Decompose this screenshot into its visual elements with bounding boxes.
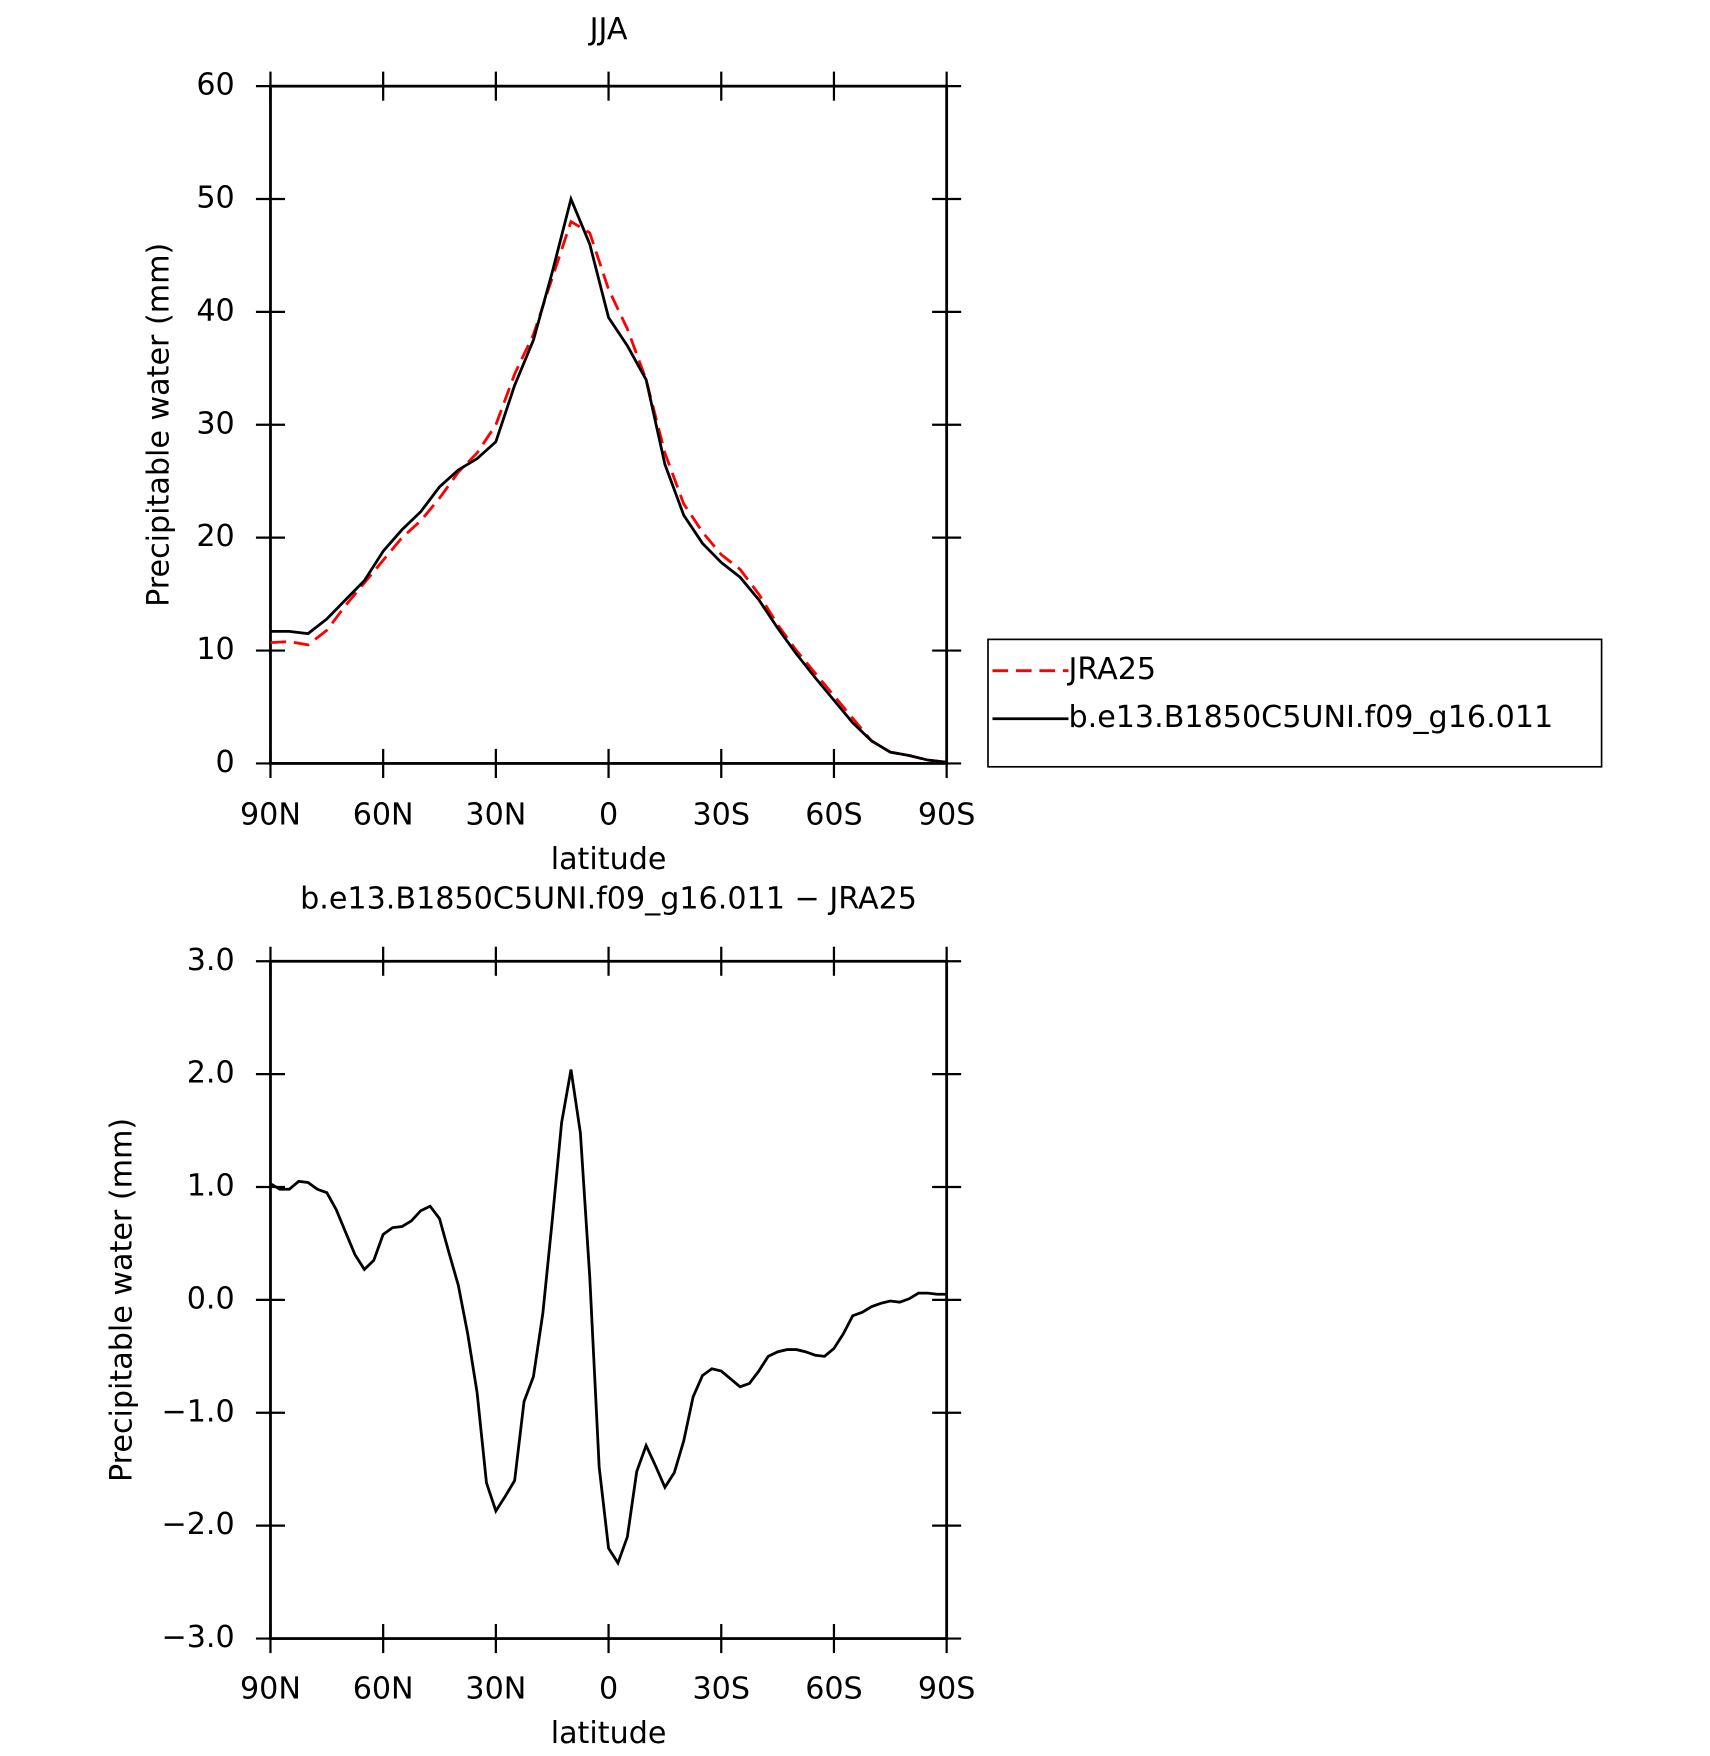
x-tick-label: 90S <box>918 797 976 832</box>
data-line <box>270 219 947 764</box>
y-tick-label: 0.0 <box>187 1281 235 1316</box>
x-tick-label: 60N <box>353 1671 414 1706</box>
chart-title: JJA <box>588 12 628 47</box>
data-line <box>269 1069 947 1567</box>
y-tick-label: 50 <box>196 181 234 216</box>
x-tick-label: 90N <box>240 797 301 832</box>
y-tick-label: 0 <box>216 745 235 780</box>
chart-title: b.e13.B1850C5UNI.f09_g16.011 − JRA25 <box>300 881 917 916</box>
x-tick-label: 0 <box>599 1671 618 1706</box>
y-tick-label: 60 <box>196 68 234 103</box>
x-tick-label: 30S <box>692 1671 750 1706</box>
y-axis-label: Precipitable water (mm) <box>141 243 176 607</box>
x-tick-label: 60N <box>353 797 414 832</box>
x-axis-label: latitude <box>551 842 667 877</box>
legend-box <box>987 638 1603 768</box>
x-tick-label: 30S <box>692 797 750 832</box>
y-tick-label: 1.0 <box>187 1169 235 1204</box>
data-line <box>270 194 947 764</box>
x-tick-label: 60S <box>805 1671 863 1706</box>
plot-frame <box>269 959 949 1640</box>
x-tick-label: 30N <box>465 797 526 832</box>
x-tick-label: 60S <box>805 797 863 832</box>
y-tick-label: −2.0 <box>161 1507 234 1542</box>
y-axis-label: Precipitable water (mm) <box>104 1118 139 1482</box>
x-tick-label: 90N <box>240 1671 301 1706</box>
x-axis-label: latitude <box>551 1716 667 1751</box>
y-tick-label: 3.0 <box>187 943 235 978</box>
y-tick-label: −3.0 <box>161 1620 234 1655</box>
x-tick-label: 30N <box>465 1671 526 1706</box>
y-tick-label: 40 <box>196 293 234 328</box>
legend-label: b.e13.B1850C5UNI.f09_g16.011 <box>1068 700 1553 735</box>
y-tick-label: 2.0 <box>187 1056 235 1091</box>
y-tick-label: 20 <box>196 519 234 554</box>
x-tick-label: 90S <box>918 1671 976 1706</box>
legend-label: JRA25 <box>1066 652 1156 687</box>
x-tick-label: 0 <box>599 797 618 832</box>
y-tick-label: −1.0 <box>161 1394 234 1429</box>
y-tick-label: 10 <box>196 632 234 667</box>
y-tick-label: 30 <box>196 406 234 441</box>
plot-frame <box>269 84 949 765</box>
